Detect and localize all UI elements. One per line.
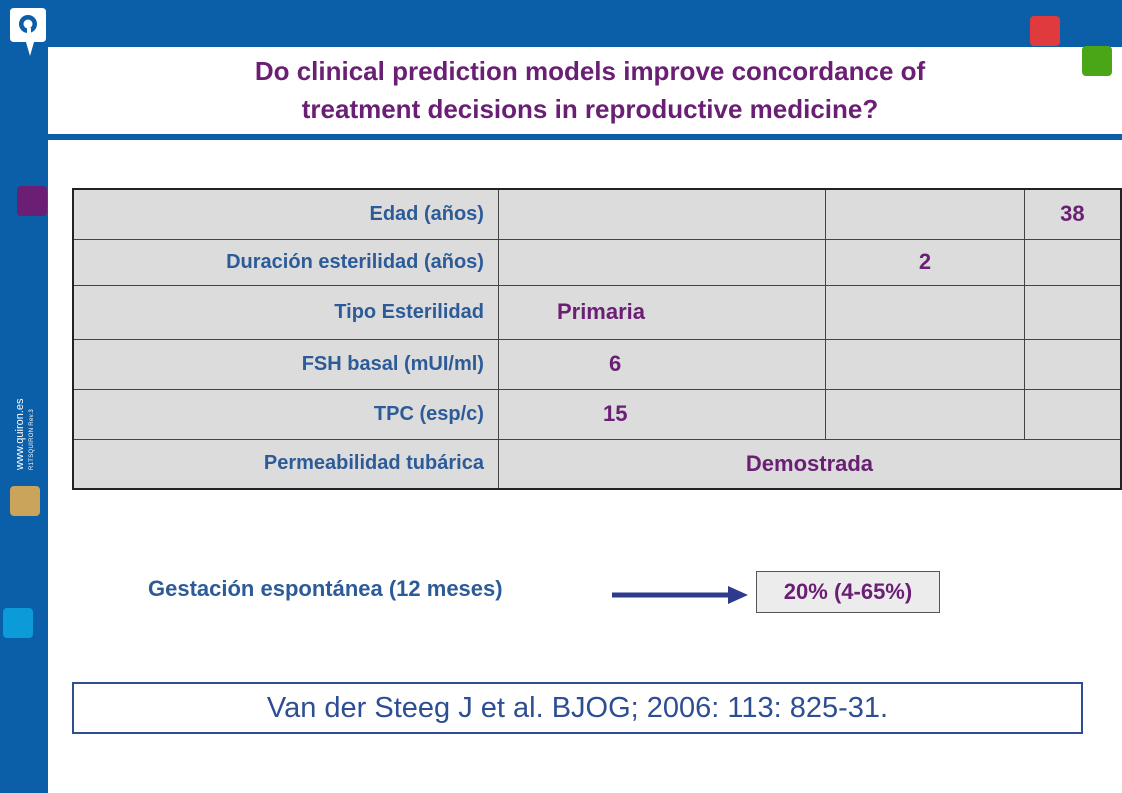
patient-data-table: Edad (años) 38 Duración esterilidad (año… <box>72 188 1122 490</box>
page-title: Do clinical prediction models improve co… <box>100 52 1080 128</box>
reference-citation: Van der Steeg J et al. BJOG; 2006: 113: … <box>72 682 1083 734</box>
table-row: Duración esterilidad (años) 2 <box>72 238 1122 286</box>
row-label: Edad (años) <box>72 188 499 240</box>
title-line-1: Do clinical prediction models improve co… <box>254 56 926 86</box>
sidebar-website: www.quiron.es R1TSQUIRON Rev.3 <box>14 398 38 470</box>
table-row: Permeabilidad tubárica Demostrada <box>72 438 1122 490</box>
gold-square <box>10 486 40 516</box>
outcome-result: 20% (4-65%) <box>756 571 940 613</box>
green-square <box>1082 46 1112 76</box>
row-label: Permeabilidad tubárica <box>72 438 499 490</box>
row-value: 38 <box>1023 188 1122 240</box>
red-square <box>1030 16 1060 46</box>
row-value: 15 <box>497 388 827 440</box>
title-line-2: treatment decisions in reproductive medi… <box>301 94 879 124</box>
row-value: 6 <box>497 338 827 390</box>
row-value: Demostrada <box>497 438 1122 490</box>
table-row: FSH basal (mUI/ml) 6 <box>72 338 1122 390</box>
frame-corner <box>48 47 88 87</box>
row-label: TPC (esp/c) <box>72 388 499 440</box>
row-label: Tipo Esterilidad <box>72 284 499 340</box>
title-divider <box>48 134 1122 140</box>
row-value: Primaria <box>497 284 827 340</box>
row-label: Duración esterilidad (años) <box>72 238 499 286</box>
left-frame-bar <box>0 0 48 793</box>
purple-square <box>17 186 47 216</box>
row-value: 2 <box>825 238 1025 286</box>
table-row: TPC (esp/c) 15 <box>72 388 1122 440</box>
cyan-square <box>3 608 33 638</box>
document-code: R1TSQUIRON Rev.3 <box>29 408 35 470</box>
website-text: www.quiron.es <box>14 398 26 470</box>
quiron-logo-icon <box>10 8 46 56</box>
right-arrow-icon <box>612 586 748 604</box>
top-frame-bar <box>0 0 1122 47</box>
table-row: Tipo Esterilidad Primaria <box>72 284 1122 340</box>
outcome-label: Gestación espontánea (12 meses) <box>148 576 503 601</box>
row-label: FSH basal (mUI/ml) <box>72 338 499 390</box>
table-row: Edad (años) 38 <box>72 188 1122 240</box>
